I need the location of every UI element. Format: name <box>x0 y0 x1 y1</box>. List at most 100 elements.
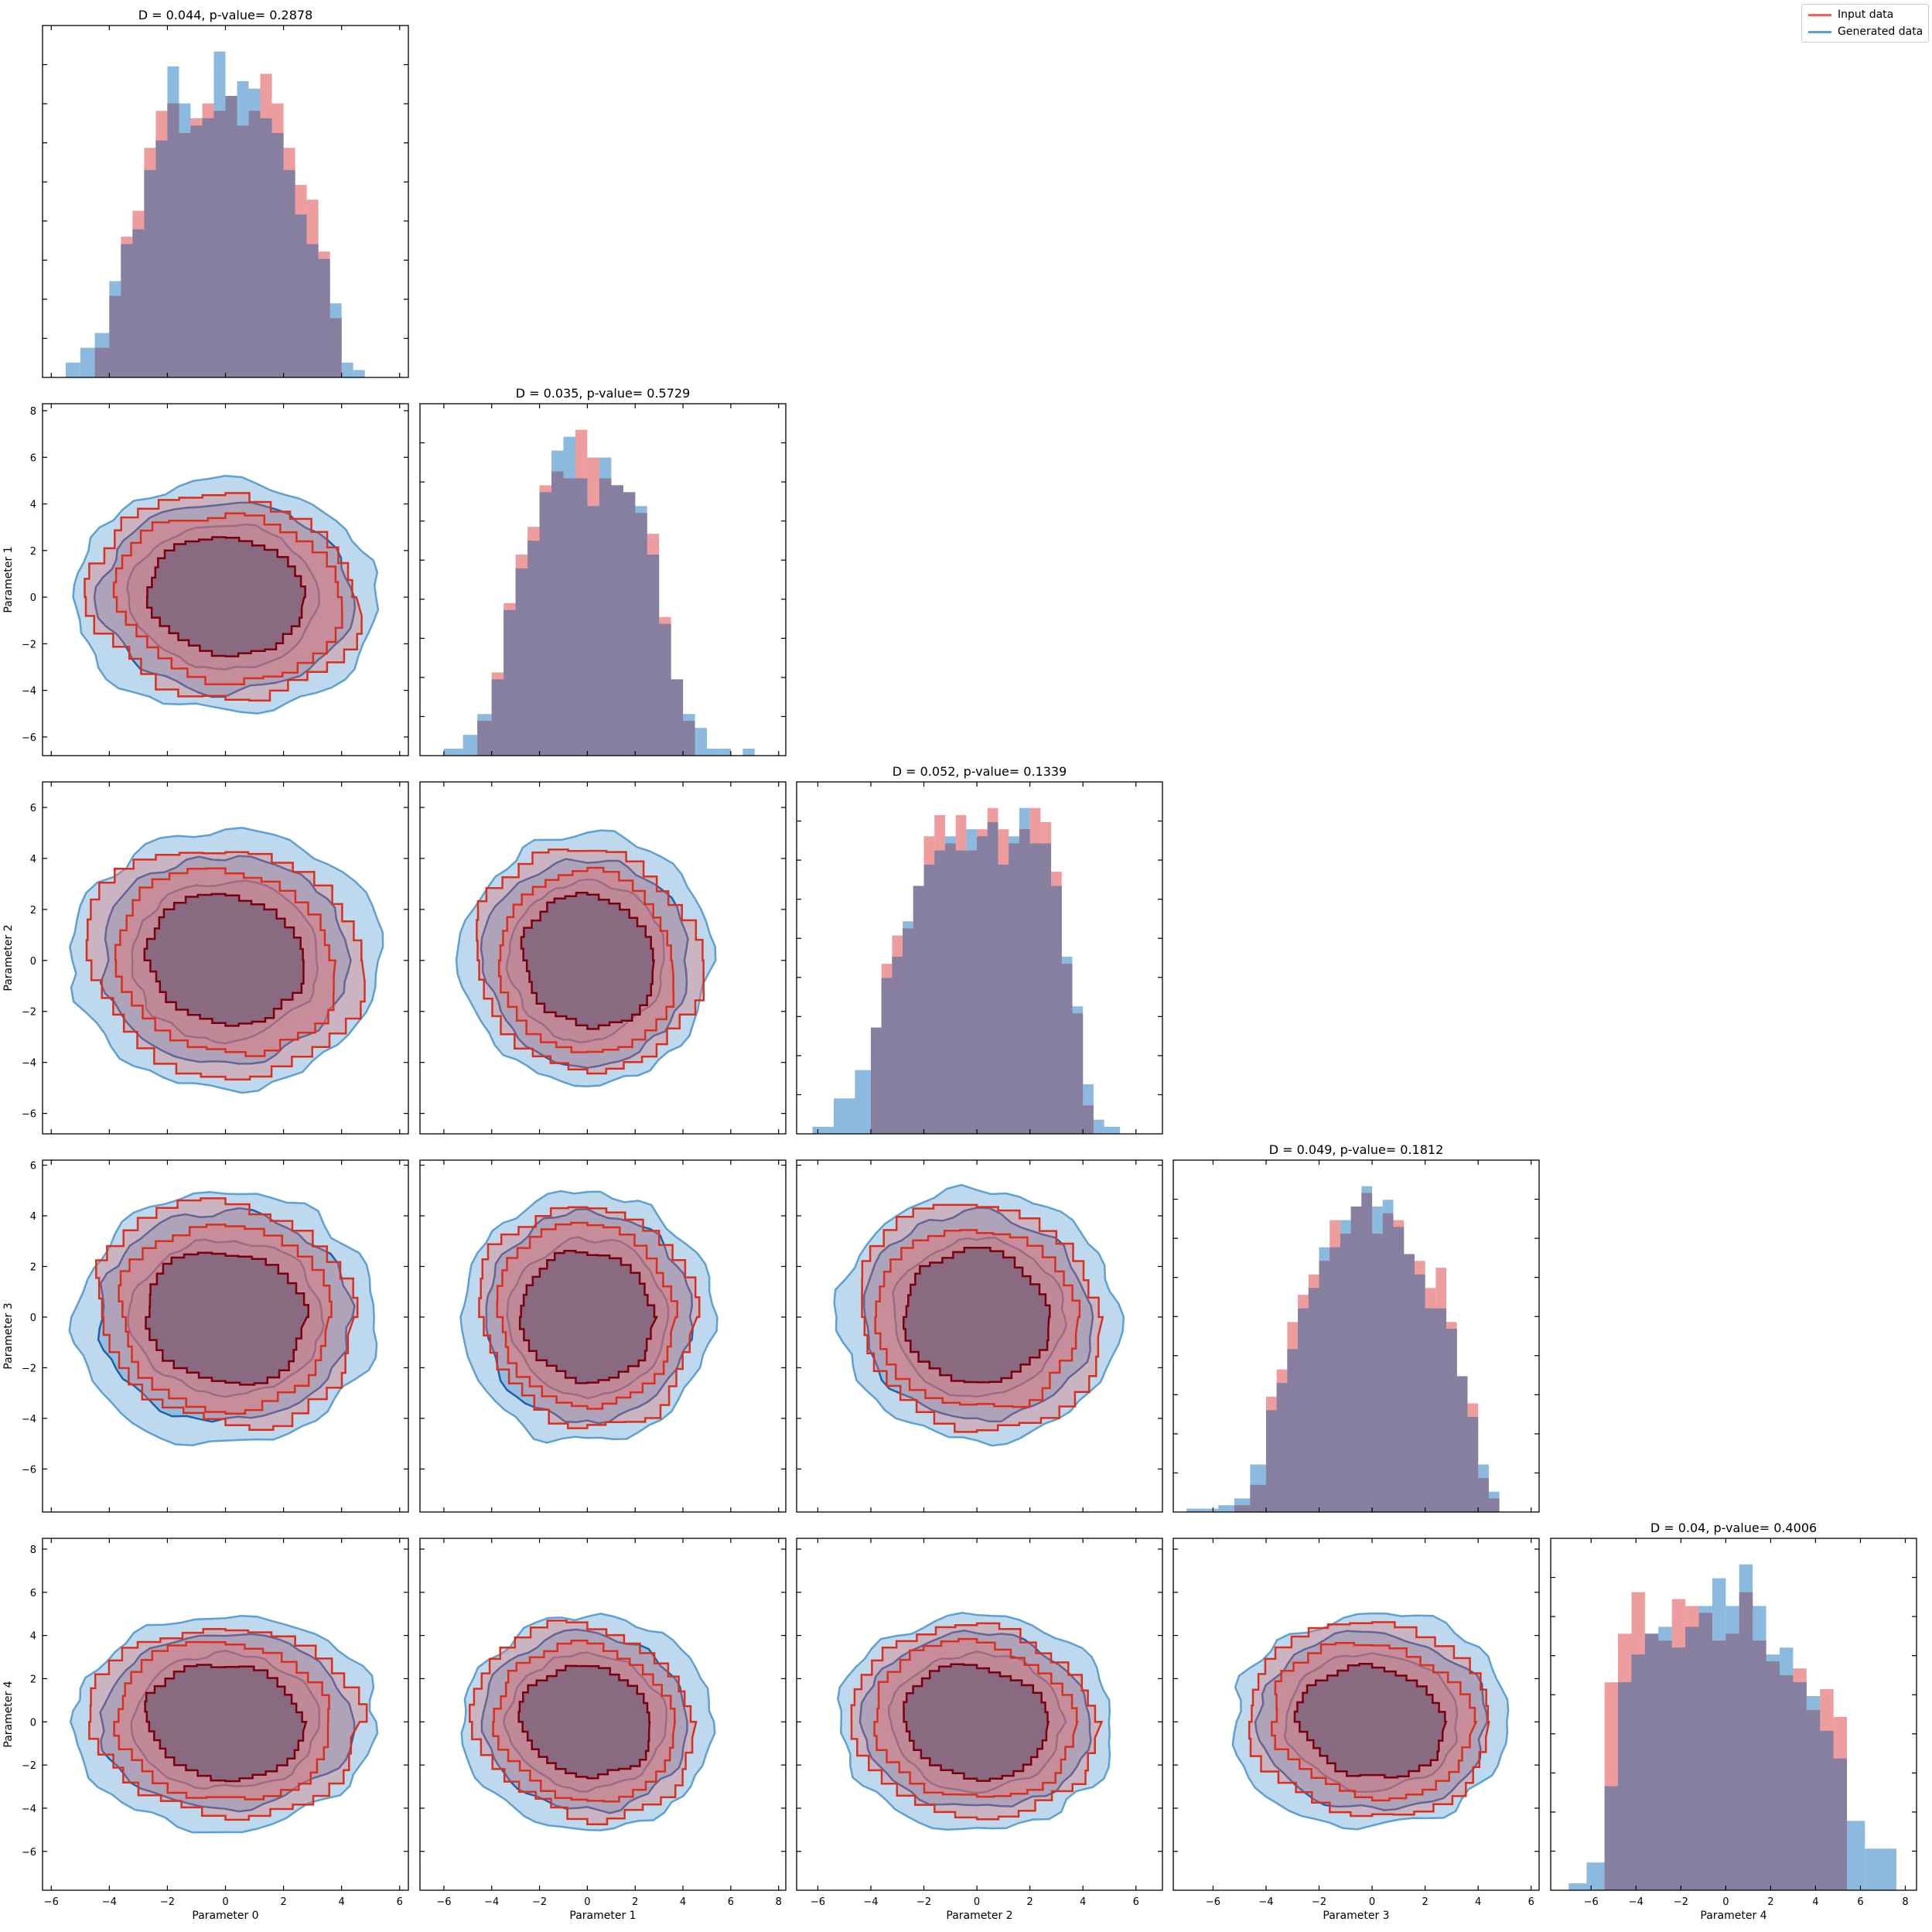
hist-bar-overlap <box>987 822 998 1134</box>
hist-bar-overlap <box>190 125 203 377</box>
contour-panel-xtick-label: −2 <box>1312 1896 1326 1908</box>
hist-bar-overlap <box>248 111 261 377</box>
hist-bar-overlap <box>1250 1484 1266 1512</box>
contour-panel-ytick-label: −2 <box>22 639 36 650</box>
contour-panel-ytick-label: 4 <box>30 500 36 511</box>
legend-entry-input: Input data <box>1808 7 1893 22</box>
contour-panel-xtick-label: 8 <box>776 1896 782 1908</box>
hist-bar-generated <box>855 1070 871 1134</box>
hist-bar-generated <box>1883 1848 1896 1890</box>
y-axis-label-2: Parameter 2 <box>2 924 15 991</box>
diag-panel-3: D = 0.049, p-value= 0.1812 <box>1173 1142 1540 1513</box>
hist-bar-overlap <box>1685 1626 1699 1890</box>
hist-bar-generated <box>66 362 80 377</box>
contour-panel-ytick-label: 0 <box>30 1312 36 1324</box>
hist-bar-generated <box>443 749 463 756</box>
contour-layers <box>68 1190 378 1446</box>
diag-panel-4-xtick-label: −4 <box>1629 1896 1644 1908</box>
hist-bar-overlap <box>955 850 967 1134</box>
hist-bar-overlap <box>1698 1613 1712 1890</box>
x-axis-label-1: Parameter 1 <box>569 1910 636 1922</box>
hist-bar-generated <box>833 1098 855 1134</box>
contour-input-level-2 <box>518 1249 659 1384</box>
diag-panel-4: −6 −4 −2 0 2 4 6 8 D = 0.04, p-value= 0.4006 Para… <box>1550 1521 1917 1922</box>
contour-panel-xtick-label: −6 <box>436 1896 451 1908</box>
contour-input-level-2 <box>143 893 305 1027</box>
hist-bar-overlap <box>527 541 540 756</box>
hist-bar-overlap <box>1644 1633 1659 1890</box>
contour-panel-4-3: −6 −4 −2 0 2 4 6 Parameter 3 <box>1173 1538 1540 1922</box>
hist-bar-overlap <box>1330 1247 1340 1512</box>
hist-bar-generated <box>1202 1508 1219 1512</box>
hist-bar-overlap <box>551 471 564 756</box>
hist-bar-overlap <box>659 623 671 756</box>
diag-panel-4-xtick-label: 4 <box>1812 1896 1818 1908</box>
hist-bar-generated <box>80 347 95 377</box>
hist-bar-overlap <box>977 836 988 1134</box>
y-axis-label-1: Parameter 1 <box>2 546 15 613</box>
contour-panel-xtick-label: −2 <box>532 1896 547 1908</box>
contour-panel-ytick-label: 6 <box>30 1161 36 1173</box>
hist-bar-generated <box>1186 1508 1203 1512</box>
hist-bar-overlap <box>1658 1640 1672 1890</box>
hist-bar-overlap <box>563 478 575 756</box>
hist-bar-overlap <box>923 864 935 1134</box>
legend-label-input: Input data <box>1838 9 1894 21</box>
hist-bar-overlap <box>892 957 903 1134</box>
diag-panel-2-title: D = 0.052, p-value= 0.1339 <box>893 764 1067 779</box>
contour-panel-xtick-label: 4 <box>339 1896 345 1908</box>
contour-layers <box>837 1612 1111 1831</box>
diag-panel-2: D = 0.052, p-value= 0.1339 <box>796 764 1163 1135</box>
hist-bar-overlap <box>998 864 1009 1134</box>
diag-panel-1: D = 0.035, p-value= 0.5729 <box>419 386 787 756</box>
hist-bar-overlap <box>1766 1661 1780 1890</box>
contour-input-level-2 <box>1293 1662 1448 1779</box>
contour-panel-xtick-label: 6 <box>1133 1896 1139 1908</box>
diag-panel-0-title: D = 0.044, p-value= 0.2878 <box>138 8 313 22</box>
hist-bar-overlap <box>1083 1105 1094 1134</box>
hist-bar-overlap <box>1319 1261 1330 1512</box>
hist-bar-overlap <box>167 103 179 377</box>
contour-panel-ytick-label: 0 <box>30 592 36 604</box>
contour-panel-4-2: −6 −4 −2 0 2 4 6 Parameter 2 <box>796 1538 1163 1922</box>
contour-input-level-2 <box>517 1664 651 1780</box>
hist-bar-overlap <box>1340 1234 1351 1512</box>
contour-panel-ytick-label: 2 <box>30 546 36 558</box>
diag-panel-1-frame <box>419 403 787 756</box>
legend-swatch-input <box>1808 13 1831 16</box>
legend-label-generated: Generated data <box>1838 26 1923 38</box>
hist-bar-overlap <box>503 609 516 756</box>
hist-bar-overlap <box>225 96 237 377</box>
hist-bar-overlap <box>1446 1329 1457 1512</box>
hist-bar-generated <box>706 749 719 756</box>
contour-panel-xtick-label: −6 <box>1206 1896 1220 1908</box>
diag-panel-1-title: D = 0.035, p-value= 0.5729 <box>516 386 691 401</box>
contour-panel-3-0: −6 −4 −2 0 2 4 6 Parameter 3 <box>2 1159 409 1513</box>
contour-panel-1-0: −6 −4 −2 0 2 4 6 8 Parameter 1 <box>2 403 409 756</box>
contour-layers <box>459 1190 719 1444</box>
contour-panel-ytick-label: −6 <box>22 732 36 744</box>
hist-bar-overlap <box>295 214 307 377</box>
diag-panel-2-frame <box>796 781 1163 1135</box>
diag-panel-4-xtick-label: 8 <box>1902 1896 1908 1908</box>
contour-panel-2-1 <box>419 781 787 1135</box>
hist-bar-overlap <box>1298 1308 1309 1512</box>
contour-panel-frame <box>419 1538 787 1891</box>
contour-panel-ytick-label: −2 <box>22 1760 36 1772</box>
hist-bar-overlap <box>1712 1640 1726 1890</box>
hist-bar-overlap <box>1425 1308 1436 1512</box>
hist-bar-generated <box>742 749 755 756</box>
hist-bar-overlap <box>881 978 893 1134</box>
hist-bar-overlap <box>934 850 945 1134</box>
hist-bar-overlap <box>1779 1675 1794 1890</box>
legend-entry-generated: Generated data <box>1808 24 1923 39</box>
hist-bar-overlap <box>260 118 272 378</box>
hist-bar-overlap <box>1393 1227 1405 1512</box>
hist-bar-generated <box>695 728 707 756</box>
contour-panel-ytick-label: −2 <box>22 1363 36 1374</box>
hist-bar-overlap <box>1382 1213 1394 1512</box>
hist-bar-overlap <box>155 140 168 377</box>
diag-panel-4-xtick-label: −6 <box>1584 1896 1599 1908</box>
hist-bar-overlap <box>647 555 660 756</box>
hist-bar-overlap <box>575 478 588 756</box>
